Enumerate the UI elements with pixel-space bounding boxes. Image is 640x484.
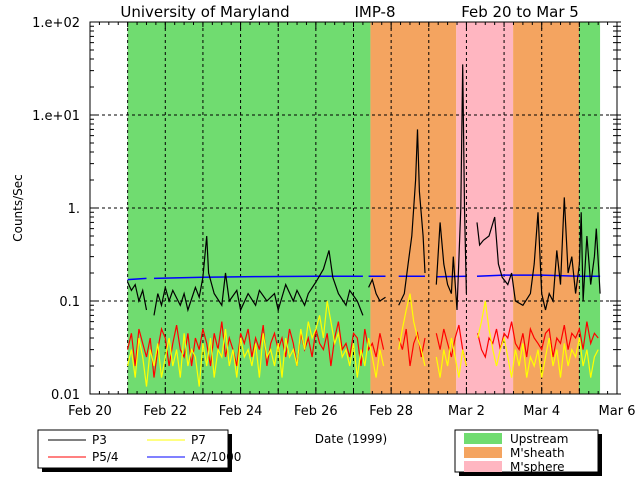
title-daterange: Feb 20 to Mar 5 xyxy=(461,3,579,21)
y-tick-label: 1.e+02 xyxy=(32,16,80,31)
series-legend: P3 P5/4 P7 A2/1000 xyxy=(37,429,241,472)
legend-label-p7: P7 xyxy=(191,433,206,447)
series-line-p7 xyxy=(127,293,599,387)
legend-label-p54: P5/4 xyxy=(92,450,119,464)
x-tick-label: Feb 26 xyxy=(294,404,338,419)
x-tick-label: Feb 20 xyxy=(68,404,112,419)
x-tick-label: Feb 24 xyxy=(219,404,263,419)
legend-label-p3: P3 xyxy=(92,433,107,447)
legend-label-a2: A2/1000 xyxy=(191,450,241,464)
title-institution: University of Maryland xyxy=(120,3,289,21)
region-legend: Upstream M'sheath M'sphere xyxy=(454,429,602,476)
title-spacecraft: IMP-8 xyxy=(354,3,395,21)
axes: Feb 20 Feb 22 Feb 24 Feb 26 Feb 28 Mar 2 Mar 4… xyxy=(32,16,635,419)
legend-label-msheath: M'sheath xyxy=(510,446,565,460)
legend-swatch-msphere xyxy=(464,461,502,472)
x-tick-label: Feb 22 xyxy=(143,404,187,419)
x-axis-label: Date (1999) xyxy=(315,432,387,446)
grid-lines xyxy=(90,22,617,394)
legend-swatch-msheath xyxy=(464,447,502,458)
y-tick-label: 1.e+01 xyxy=(32,109,80,124)
series-line-p54 xyxy=(127,321,599,378)
series-lines xyxy=(127,64,601,387)
y-axis-label: Counts/Sec xyxy=(11,174,25,242)
series-line-p3 xyxy=(127,64,601,316)
y-tick-label: 0.1 xyxy=(59,295,80,310)
legend-label-msphere: M'sphere xyxy=(510,460,565,474)
y-tick-label: 0.01 xyxy=(51,388,80,403)
y-tick-label: 1. xyxy=(68,202,80,217)
x-tick-label: Mar 4 xyxy=(523,404,560,419)
legend-label-upstream: Upstream xyxy=(510,432,568,446)
x-tick-label: Mar 2 xyxy=(448,404,485,419)
series-line-a21000 xyxy=(127,274,601,281)
legend-swatch-upstream xyxy=(464,433,502,444)
x-tick-label: Mar 6 xyxy=(599,404,636,419)
x-tick-label: Feb 28 xyxy=(369,404,413,419)
